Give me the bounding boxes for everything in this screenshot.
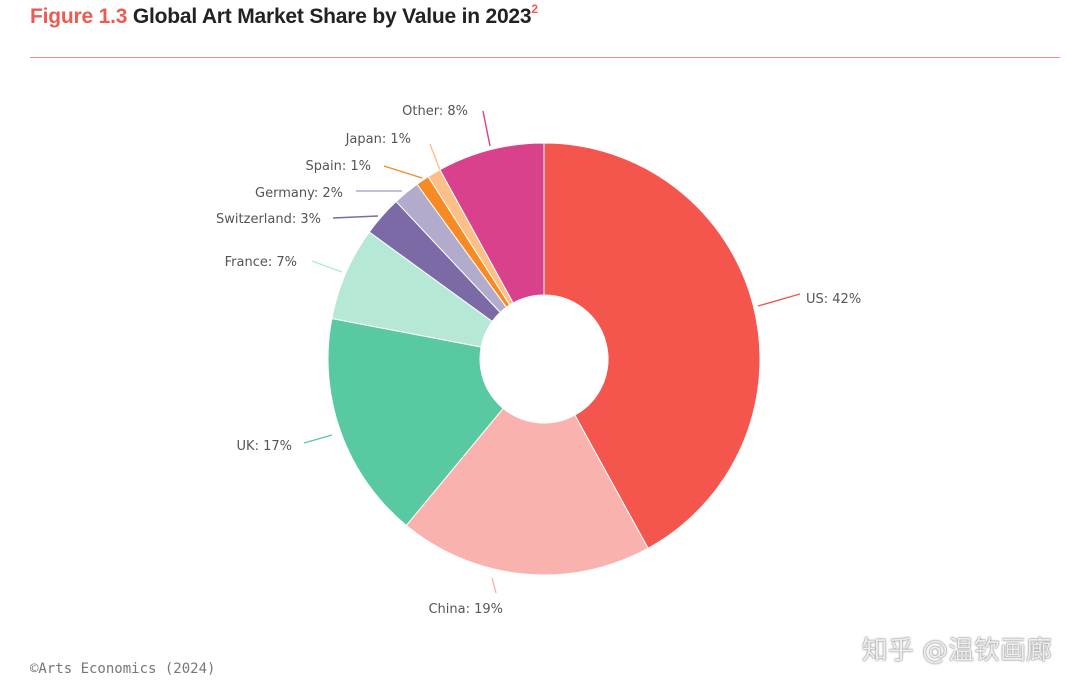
leader-line-spain (383, 165, 423, 179)
slice-us (543, 142, 761, 549)
slice-uk (327, 317, 504, 527)
slice-other (439, 142, 545, 304)
footnote-marker: 2 (531, 2, 538, 16)
chart-title: Global Art Market Share by Value in 2023 (132, 5, 532, 28)
leader-line-uk (303, 434, 333, 444)
title-divider (30, 57, 1060, 58)
leader-line-japan (429, 143, 441, 171)
source-credit: ©Arts Economics (2024) (30, 661, 216, 677)
slice-china (405, 407, 649, 576)
slice-label-other: Other: 8% (402, 104, 468, 119)
slice-label-japan: Japan: 1% (345, 132, 411, 147)
figure-title: Figure 1.3 Global Art Market Share by Va… (30, 2, 538, 29)
watermark: 知乎 @温钦画廊 (861, 636, 1052, 666)
slice-label-spain: Spain: 1% (306, 159, 371, 174)
figure-number: Figure 1.3 (30, 5, 128, 28)
slice-label-us: US: 42% (806, 292, 861, 307)
leader-line-us (757, 293, 801, 307)
slice-label-france: France: 7% (225, 255, 297, 270)
leader-line-france (311, 260, 343, 273)
slice-label-uk: UK: 17% (237, 439, 292, 454)
slice-label-switzerland: Switzerland: 3% (216, 212, 321, 227)
slice-label-germany: Germany: 2% (255, 186, 343, 201)
leader-line-china (491, 577, 497, 594)
slice-label-china: China: 19% (428, 602, 503, 617)
leader-line-switzerland (332, 215, 379, 219)
leader-line-other (482, 110, 491, 147)
